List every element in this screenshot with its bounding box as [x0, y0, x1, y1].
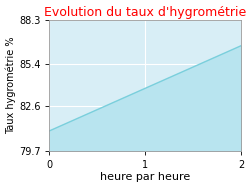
X-axis label: heure par heure: heure par heure — [100, 172, 190, 182]
Y-axis label: Taux hygrométrie %: Taux hygrométrie % — [6, 36, 16, 134]
Title: Evolution du taux d'hygrométrie: Evolution du taux d'hygrométrie — [44, 6, 246, 19]
